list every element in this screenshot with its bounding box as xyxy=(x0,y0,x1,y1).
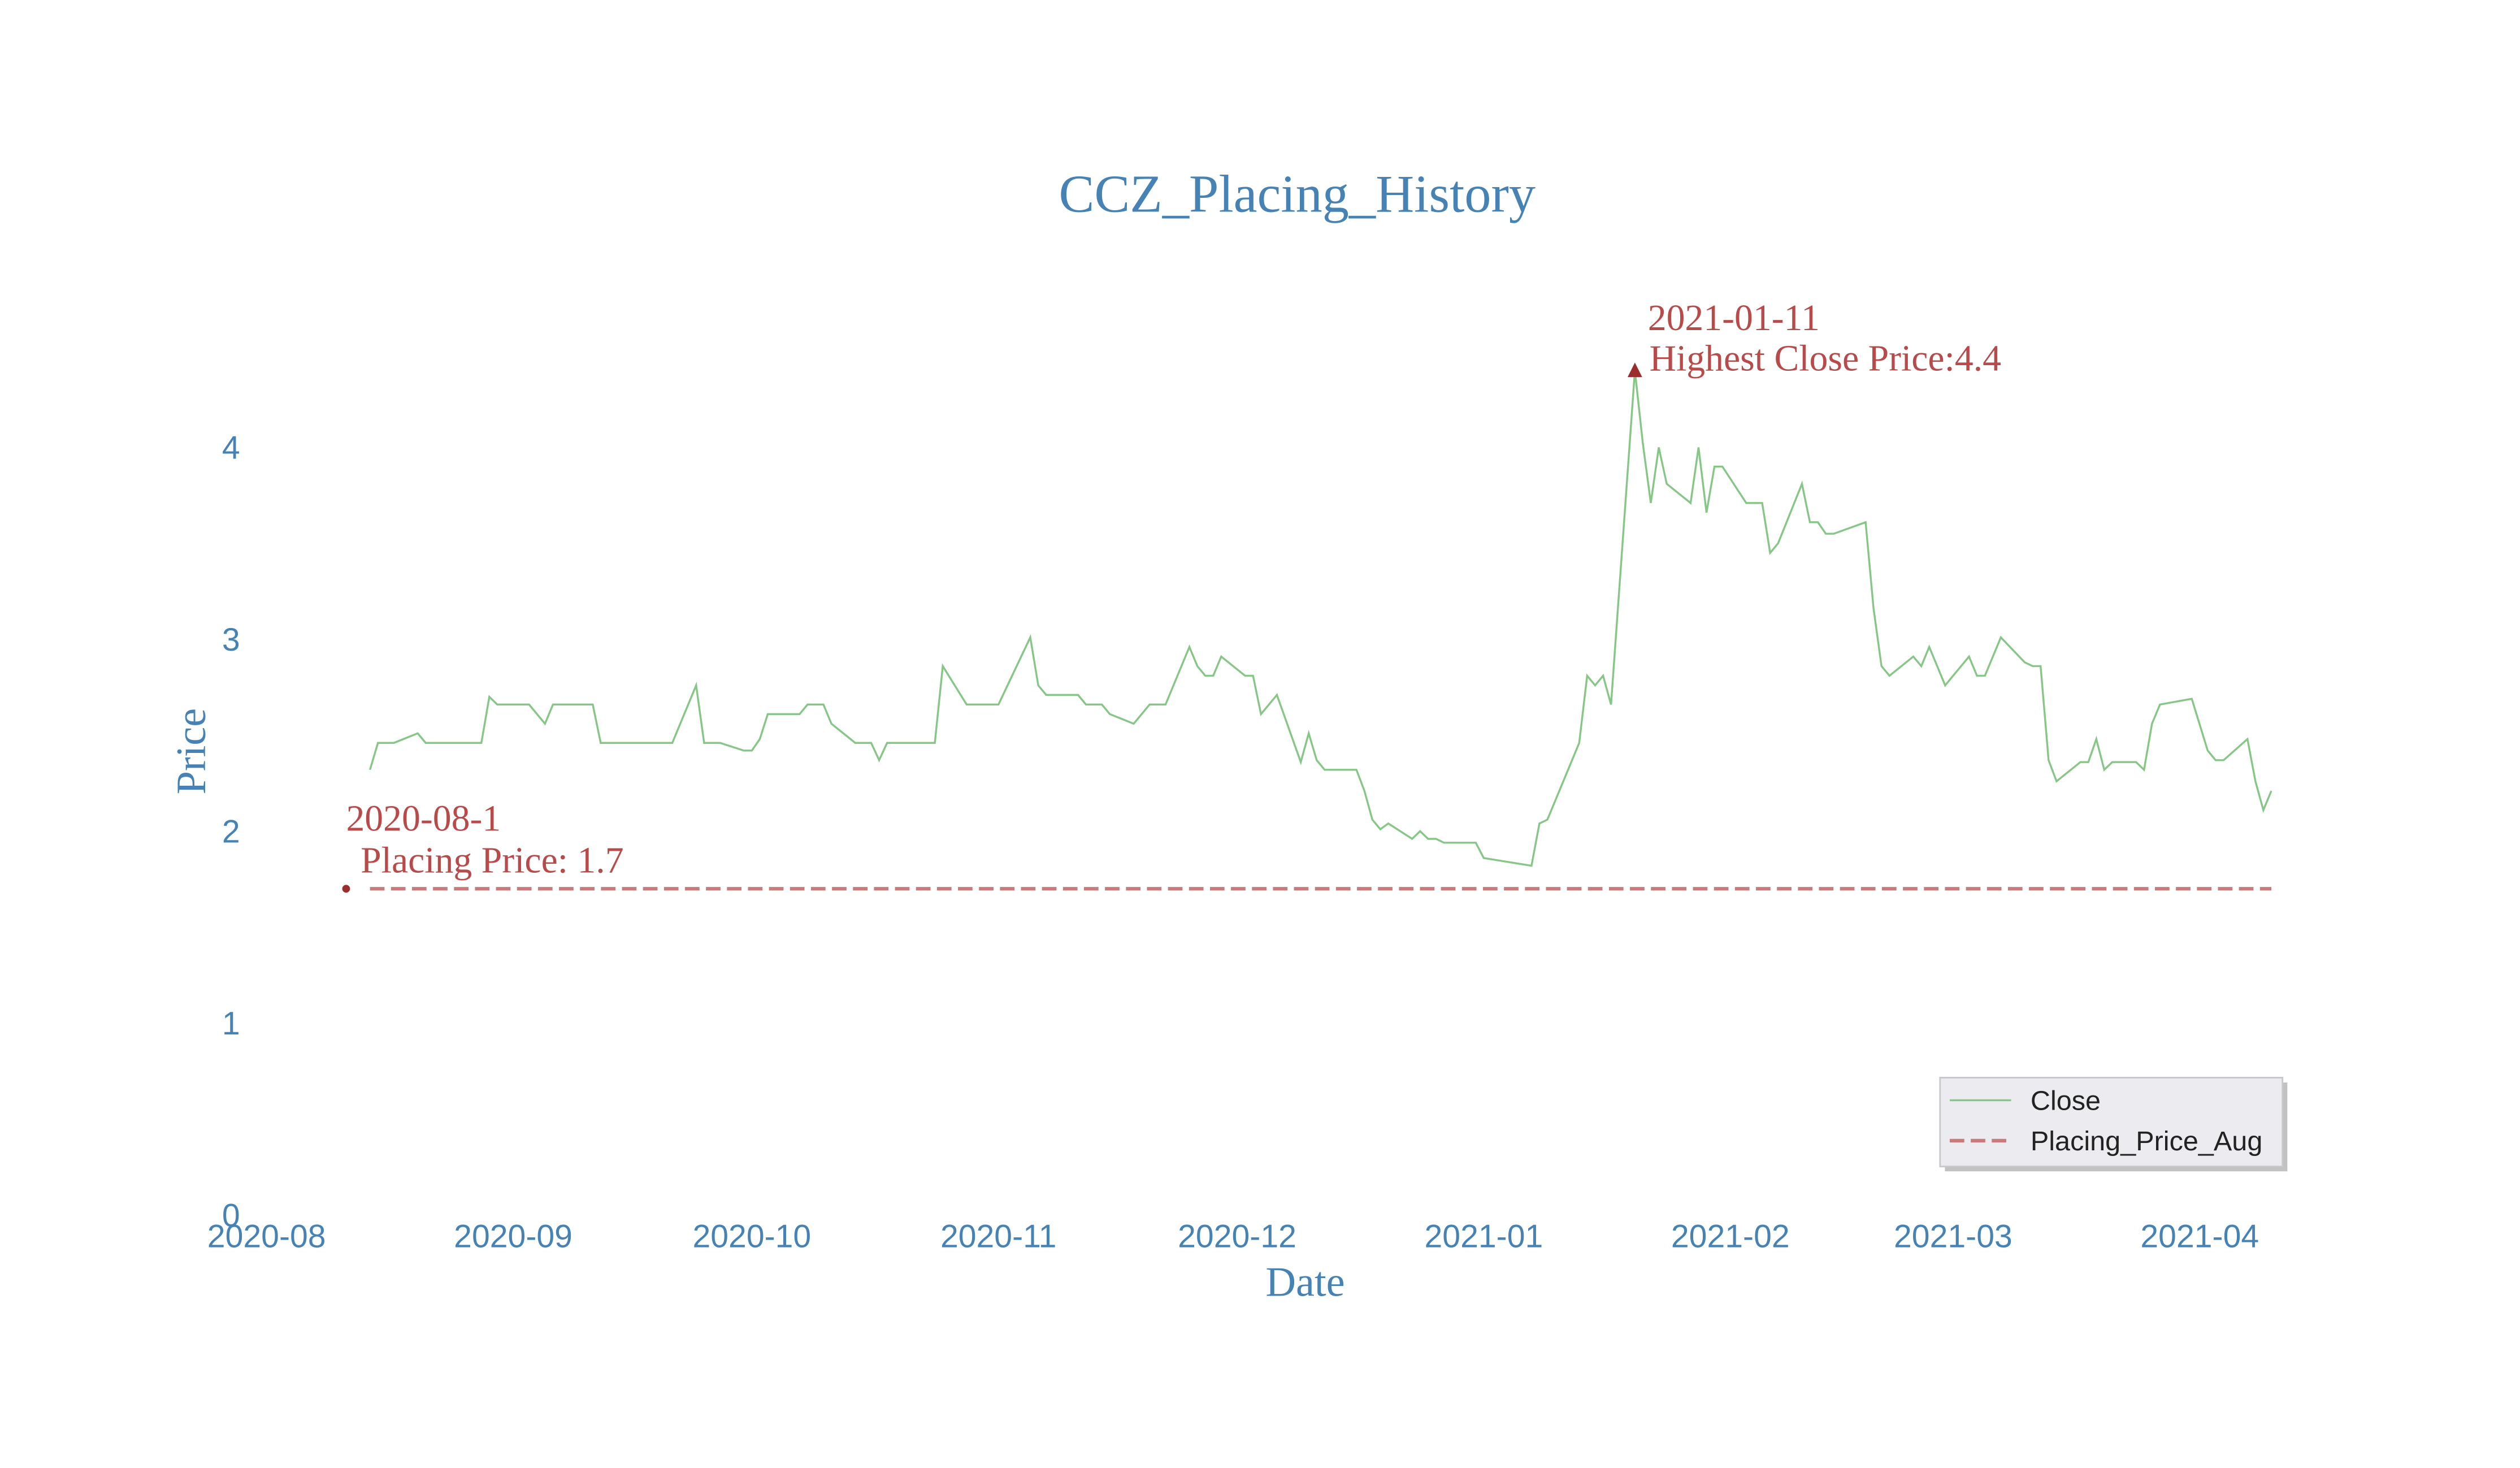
y-tick-label: 4 xyxy=(222,430,240,466)
legend-label: Placing_Price_Aug xyxy=(2031,1126,2262,1157)
annotation-marker xyxy=(342,885,350,893)
annotation-text: 2021-01-11 xyxy=(1648,297,1820,339)
y-tick-label: 1 xyxy=(222,1006,240,1042)
legend-label: Close xyxy=(2031,1086,2101,1116)
annotation-text: 2020-08-1 xyxy=(346,798,501,839)
x-tick-label: 2020-11 xyxy=(940,1219,1057,1255)
x-tick-label: 2021-04 xyxy=(2140,1219,2259,1255)
line xyxy=(369,370,2272,867)
x-tick-label: 2021-03 xyxy=(1894,1219,2012,1255)
y-tick-label: 3 xyxy=(222,622,240,658)
annotation-marker xyxy=(1627,362,1642,378)
y-tick-label: 0 xyxy=(222,1197,240,1233)
x-tick-label: 2020-12 xyxy=(1178,1219,1296,1255)
x-tick-label: 2020-08 xyxy=(207,1219,326,1255)
y-tick-label: 2 xyxy=(222,813,240,850)
chart-title: CCZ_Placing_History xyxy=(1059,164,1536,223)
annotation-text: Placing Price: 1.7 xyxy=(361,840,623,881)
x-tick-label: 2021-02 xyxy=(1671,1219,1790,1255)
x-tick-label: 2020-09 xyxy=(454,1219,572,1255)
x-tick-label: 2021-01 xyxy=(1425,1219,1543,1255)
x-tick-label: 2020-10 xyxy=(692,1219,811,1255)
x-axis-label: Date xyxy=(1265,1259,1344,1305)
y-axis-label: Price xyxy=(168,708,215,795)
legend xyxy=(1939,1077,2284,1168)
annotation-text: Highest Close Price:4.4 xyxy=(1650,338,2001,379)
